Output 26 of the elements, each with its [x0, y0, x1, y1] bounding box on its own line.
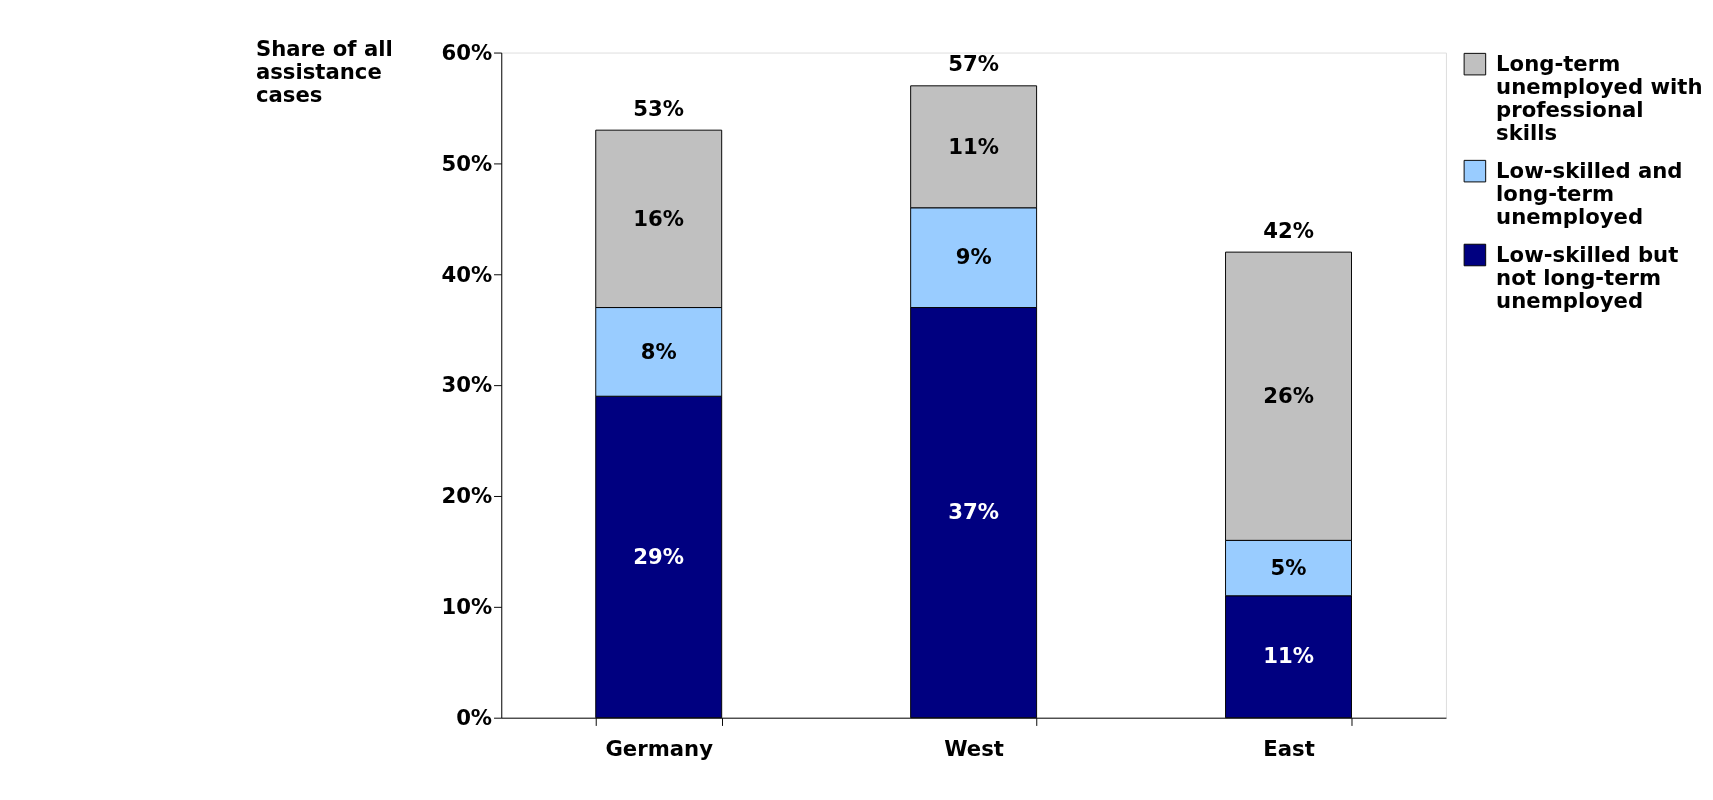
legend-label: Low-skilled and long-term unemployed: [1496, 157, 1683, 230]
x-tick-label: West: [944, 735, 1004, 761]
data-label: 26%: [1263, 382, 1314, 408]
data-label: 29%: [633, 543, 685, 569]
y-tick-label: 10%: [441, 594, 493, 620]
legend-label: Low-skilled but not long-term unemployed: [1496, 241, 1679, 314]
data-label: 37%: [948, 499, 999, 525]
total-label: 57%: [948, 51, 999, 77]
total-label: 53%: [633, 95, 685, 121]
y-tick-label: 60%: [441, 39, 493, 65]
data-label: 5%: [1270, 554, 1307, 580]
data-label: 11%: [948, 133, 999, 159]
data-label: 9%: [955, 244, 992, 270]
legend-label: Long-term unemployed with professional skills: [1496, 50, 1703, 146]
data-label: 11%: [1263, 643, 1314, 669]
x-tick-label: Germany: [605, 735, 714, 761]
total-label: 42%: [1263, 217, 1314, 243]
y-axis-title: Share of all assistance cases: [255, 35, 393, 108]
x-tick-label: East: [1263, 735, 1315, 761]
y-tick-label: 0%: [456, 704, 493, 730]
y-tick-label: 40%: [441, 261, 493, 287]
y-tick-label: 30%: [441, 372, 493, 398]
data-label: 16%: [633, 205, 685, 231]
y-tick-label: 20%: [441, 483, 493, 509]
y-tick-label: 50%: [441, 150, 493, 176]
data-label: 8%: [640, 338, 677, 364]
